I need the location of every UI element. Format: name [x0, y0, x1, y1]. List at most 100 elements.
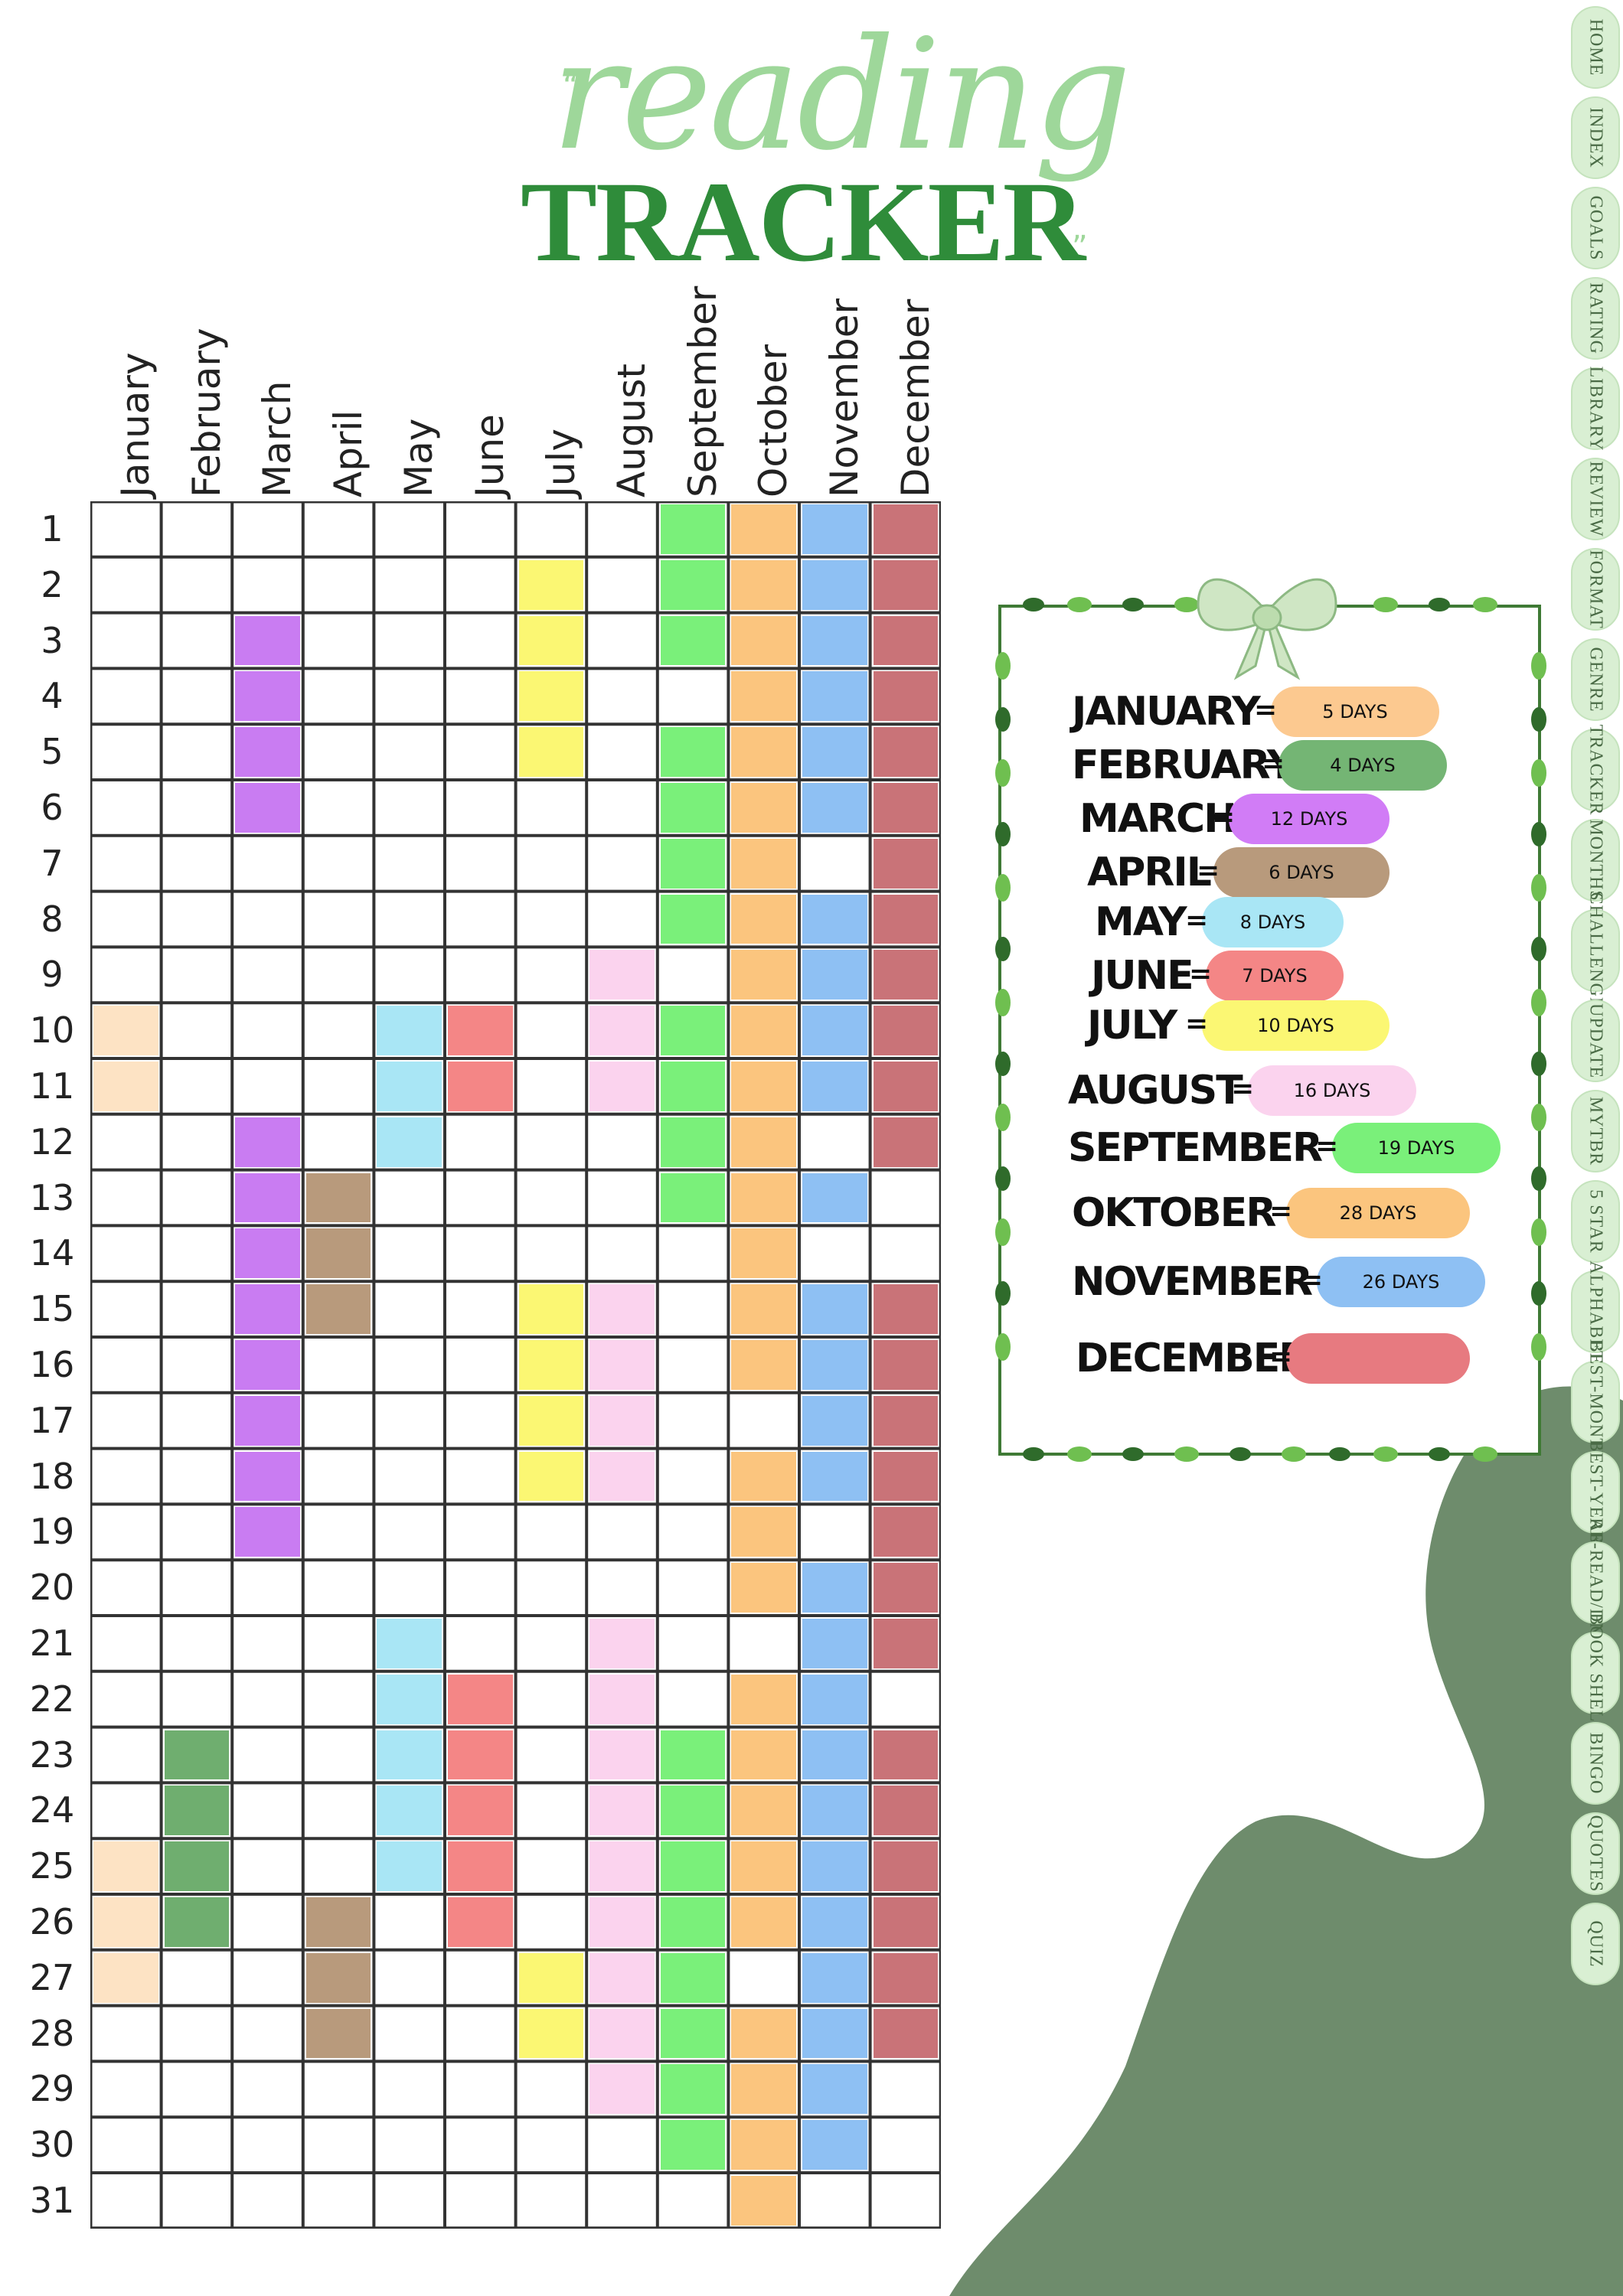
reading-day-cell[interactable] [93, 1006, 158, 1055]
reading-day-cell[interactable] [731, 1507, 796, 1557]
reading-day-cell[interactable] [731, 1897, 796, 1947]
tab-index[interactable]: INDEX [1571, 96, 1620, 179]
tab-tracker[interactable]: TRACKER [1571, 724, 1620, 816]
reading-day-cell[interactable] [873, 1507, 939, 1557]
reading-day-cell[interactable] [802, 1172, 867, 1223]
reading-day-cell[interactable] [164, 1897, 230, 1947]
reading-day-cell[interactable] [589, 2008, 655, 2059]
reading-day-cell[interactable] [731, 2064, 796, 2115]
reading-day-cell[interactable] [802, 1451, 867, 1502]
reading-day-cell[interactable] [731, 1563, 796, 1613]
reading-day-cell[interactable] [731, 1451, 796, 1502]
reading-day-cell[interactable] [305, 2008, 371, 2059]
reading-day-cell[interactable] [235, 727, 300, 777]
reading-day-cell[interactable] [164, 1730, 230, 1780]
tab-rating[interactable]: RATING [1571, 277, 1620, 360]
reading-day-cell[interactable] [660, 727, 726, 777]
reading-day-cell[interactable] [235, 783, 300, 833]
reading-day-cell[interactable] [589, 950, 655, 1000]
tab-5-star[interactable]: 5 STAR [1571, 1180, 1620, 1263]
reading-day-cell[interactable] [518, 615, 584, 666]
reading-day-cell[interactable] [660, 1062, 726, 1111]
reading-day-cell[interactable] [731, 615, 796, 666]
reading-day-cell[interactable] [235, 1340, 300, 1390]
tab-best-month[interactable]: BEST-MONTH [1571, 1340, 1620, 1464]
reading-day-cell[interactable] [802, 1841, 867, 1891]
reading-day-cell[interactable] [448, 1730, 513, 1780]
reading-day-cell[interactable] [235, 1507, 300, 1557]
reading-day-cell[interactable] [873, 1284, 939, 1334]
tab-best-year[interactable]: BEST-YEAR [1571, 1440, 1620, 1545]
tab-update[interactable]: UPDATE [1571, 1000, 1620, 1082]
reading-day-cell[interactable] [235, 1395, 300, 1446]
reading-day-cell[interactable] [660, 838, 726, 889]
reading-day-cell[interactable] [802, 894, 867, 944]
reading-day-cell[interactable] [448, 1841, 513, 1891]
reading-day-cell[interactable] [518, 1395, 584, 1446]
reading-day-cell[interactable] [873, 1395, 939, 1446]
reading-day-cell[interactable] [518, 1952, 584, 2003]
reading-day-cell[interactable] [660, 2064, 726, 2115]
reading-day-cell[interactable] [802, 1786, 867, 1836]
reading-day-cell[interactable] [93, 1897, 158, 1947]
reading-day-cell[interactable] [518, 1284, 584, 1334]
reading-day-cell[interactable] [235, 615, 300, 666]
reading-day-cell[interactable] [802, 1952, 867, 2003]
reading-day-cell[interactable] [305, 1172, 371, 1223]
reading-day-cell[interactable] [589, 2064, 655, 2115]
tab-library[interactable]: LIBRARY [1571, 366, 1620, 452]
tab-quotes[interactable]: QUOTES [1571, 1812, 1620, 1895]
reading-day-cell[interactable] [518, 1340, 584, 1390]
reading-day-cell[interactable] [660, 615, 726, 666]
reading-day-cell[interactable] [589, 1062, 655, 1111]
reading-day-cell[interactable] [873, 1952, 939, 2003]
tab-alphabet[interactable]: ALPHABET [1571, 1261, 1620, 1363]
reading-day-cell[interactable] [235, 1172, 300, 1223]
reading-day-cell[interactable] [873, 894, 939, 944]
reading-day-cell[interactable] [873, 615, 939, 666]
reading-day-cell[interactable] [731, 1730, 796, 1780]
reading-day-cell[interactable] [589, 1841, 655, 1891]
reading-day-cell[interactable] [377, 1841, 442, 1891]
reading-day-cell[interactable] [448, 1674, 513, 1724]
reading-day-cell[interactable] [731, 1006, 796, 1055]
reading-day-cell[interactable] [518, 671, 584, 722]
reading-day-cell[interactable] [660, 1952, 726, 2003]
reading-day-cell[interactable] [589, 1619, 655, 1668]
reading-day-cell[interactable] [164, 1786, 230, 1836]
reading-day-cell[interactable] [660, 2008, 726, 2059]
reading-day-cell[interactable] [873, 1730, 939, 1780]
reading-day-cell[interactable] [660, 1897, 726, 1947]
reading-day-cell[interactable] [660, 1786, 726, 1836]
reading-day-cell[interactable] [802, 671, 867, 722]
reading-day-cell[interactable] [589, 1340, 655, 1390]
reading-day-cell[interactable] [305, 1897, 371, 1947]
reading-day-cell[interactable] [873, 2008, 939, 2059]
reading-day-cell[interactable] [164, 1841, 230, 1891]
reading-day-cell[interactable] [660, 1117, 726, 1167]
reading-day-cell[interactable] [235, 671, 300, 722]
reading-day-cell[interactable] [802, 1897, 867, 1947]
reading-day-cell[interactable] [802, 1730, 867, 1780]
reading-day-cell[interactable] [731, 783, 796, 833]
reading-day-cell[interactable] [802, 559, 867, 610]
reading-day-cell[interactable] [518, 559, 584, 610]
reading-day-cell[interactable] [377, 1730, 442, 1780]
reading-day-cell[interactable] [93, 1062, 158, 1111]
reading-day-cell[interactable] [731, 1340, 796, 1390]
tab-quiz[interactable]: QUIZ [1571, 1903, 1620, 1985]
reading-day-cell[interactable] [802, 2120, 867, 2170]
reading-day-cell[interactable] [802, 1563, 867, 1613]
reading-day-cell[interactable] [660, 1841, 726, 1891]
tab-genre[interactable]: GENRE [1571, 638, 1620, 721]
reading-day-cell[interactable] [377, 1062, 442, 1111]
reading-day-cell[interactable] [589, 1451, 655, 1502]
reading-day-cell[interactable] [305, 1228, 371, 1279]
reading-day-cell[interactable] [873, 671, 939, 722]
reading-day-cell[interactable] [873, 1451, 939, 1502]
reading-day-cell[interactable] [660, 1006, 726, 1055]
reading-day-cell[interactable] [731, 1786, 796, 1836]
reading-day-cell[interactable] [802, 1395, 867, 1446]
reading-day-cell[interactable] [873, 1841, 939, 1891]
reading-day-cell[interactable] [731, 1674, 796, 1724]
